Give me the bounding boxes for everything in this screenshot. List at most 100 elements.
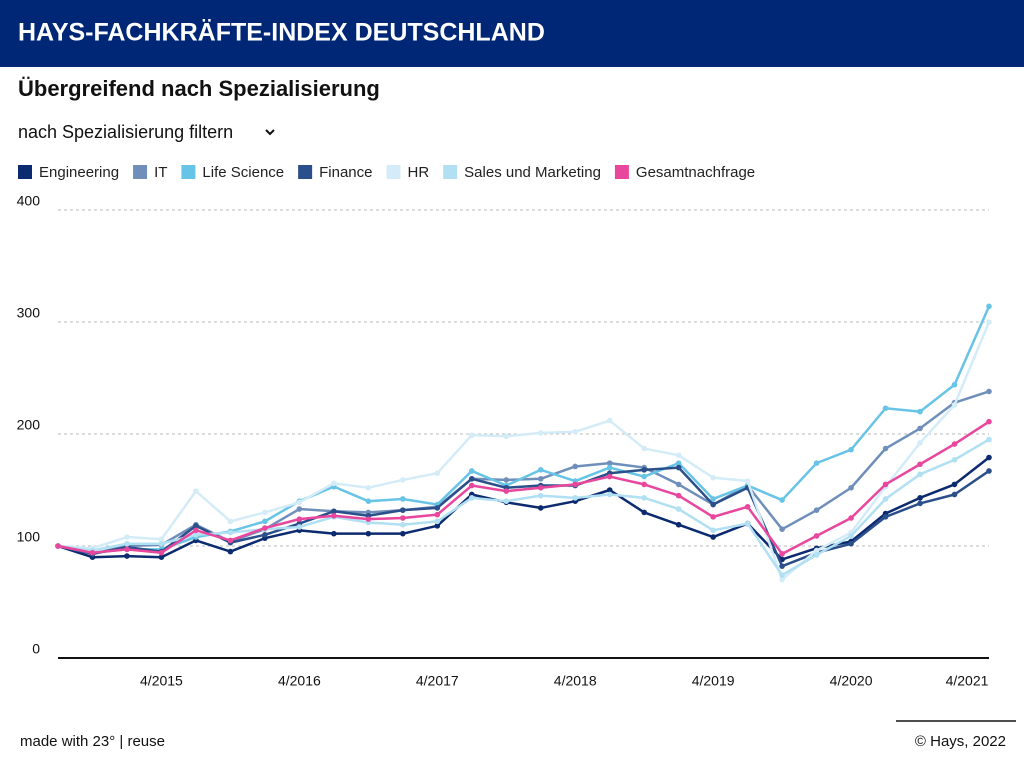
data-point	[710, 496, 716, 502]
data-point	[710, 527, 716, 534]
legend-label: Engineering	[39, 164, 119, 181]
data-point	[951, 491, 958, 498]
legend-swatch	[443, 165, 458, 179]
data-point	[400, 530, 406, 537]
data-point	[813, 507, 820, 513]
data-point	[193, 532, 199, 538]
data-point	[537, 505, 544, 511]
data-point	[572, 481, 579, 488]
data-point	[400, 496, 406, 502]
data-point	[296, 524, 303, 530]
footer-left[interactable]: made with 23° | reuse	[20, 733, 165, 750]
legend-swatch	[298, 165, 313, 179]
data-point	[951, 402, 958, 408]
data-point	[675, 506, 682, 512]
data-point	[917, 471, 923, 478]
filter-chevron[interactable]	[265, 129, 275, 136]
x-tick-label: 4/2018	[554, 673, 597, 689]
data-point	[848, 533, 854, 539]
y-tick-label: 400	[17, 193, 41, 209]
data-point	[675, 460, 682, 466]
data-point	[124, 540, 130, 547]
data-point	[813, 460, 820, 466]
data-point	[55, 543, 61, 549]
data-point	[434, 523, 441, 529]
y-tick-label: 100	[17, 529, 41, 545]
data-point	[710, 501, 716, 508]
data-point	[331, 508, 337, 515]
data-point	[882, 445, 889, 452]
data-point	[848, 540, 854, 547]
data-point	[606, 491, 613, 498]
legend-swatch	[181, 165, 196, 179]
data-point	[675, 492, 682, 499]
data-point	[744, 504, 751, 510]
data-point	[124, 546, 130, 553]
x-tick-label: 4/2015	[140, 673, 183, 689]
data-point	[917, 408, 923, 415]
data-point	[986, 388, 992, 395]
data-point	[503, 498, 510, 505]
data-point	[710, 514, 716, 520]
data-point	[503, 433, 510, 440]
legend-label: Finance	[319, 164, 372, 181]
data-point	[365, 530, 372, 537]
data-point	[641, 509, 647, 516]
data-point	[158, 554, 165, 560]
data-point	[606, 460, 613, 466]
footer-right: © Hays, 2022	[915, 733, 1006, 750]
data-point	[882, 405, 889, 412]
data-point	[365, 516, 372, 522]
data-point	[262, 532, 268, 538]
data-point	[331, 530, 337, 537]
data-point	[675, 452, 682, 459]
filter-label[interactable]: nach Spezialisierung filtern	[18, 122, 233, 142]
data-point	[434, 511, 441, 518]
data-point	[986, 418, 992, 425]
data-point	[744, 520, 751, 527]
data-point	[400, 521, 406, 528]
data-point	[227, 518, 234, 525]
data-point	[951, 441, 958, 447]
data-point	[193, 527, 199, 534]
y-tick-label: 0	[32, 641, 40, 657]
data-point	[917, 461, 923, 468]
x-tick-label: 4/2019	[692, 673, 735, 689]
subtitle: Übergreifend nach Spezialisierung	[18, 76, 380, 101]
data-point	[434, 518, 441, 525]
data-point	[468, 468, 475, 474]
x-tick-label: 4/2021	[946, 673, 989, 689]
data-point	[917, 500, 923, 507]
data-point	[537, 476, 544, 482]
data-point	[779, 563, 785, 569]
data-point	[641, 495, 647, 501]
data-point	[262, 509, 268, 516]
data-point	[296, 506, 303, 512]
data-point	[365, 498, 372, 505]
data-point	[951, 481, 958, 488]
data-point	[848, 446, 854, 453]
data-point	[331, 480, 337, 487]
x-tick-label: 4/2020	[830, 673, 873, 689]
data-point	[813, 533, 820, 539]
data-point	[779, 576, 785, 583]
data-point	[641, 481, 647, 488]
data-point	[882, 514, 889, 520]
data-point	[675, 521, 682, 528]
data-point	[537, 467, 544, 473]
data-point	[158, 536, 165, 543]
data-point	[537, 430, 544, 436]
data-point	[779, 572, 785, 578]
data-point	[606, 473, 613, 480]
legend-swatch	[386, 165, 401, 179]
legend-swatch	[133, 165, 148, 179]
legend-label: Sales und Marketing	[464, 164, 601, 181]
x-tick-label: 4/2017	[416, 673, 459, 689]
data-point	[400, 507, 406, 513]
legend-label: Gesamtnachfrage	[636, 164, 755, 181]
data-point	[641, 467, 647, 473]
data-point	[262, 525, 268, 531]
data-point	[917, 440, 923, 446]
data-point	[434, 505, 441, 511]
